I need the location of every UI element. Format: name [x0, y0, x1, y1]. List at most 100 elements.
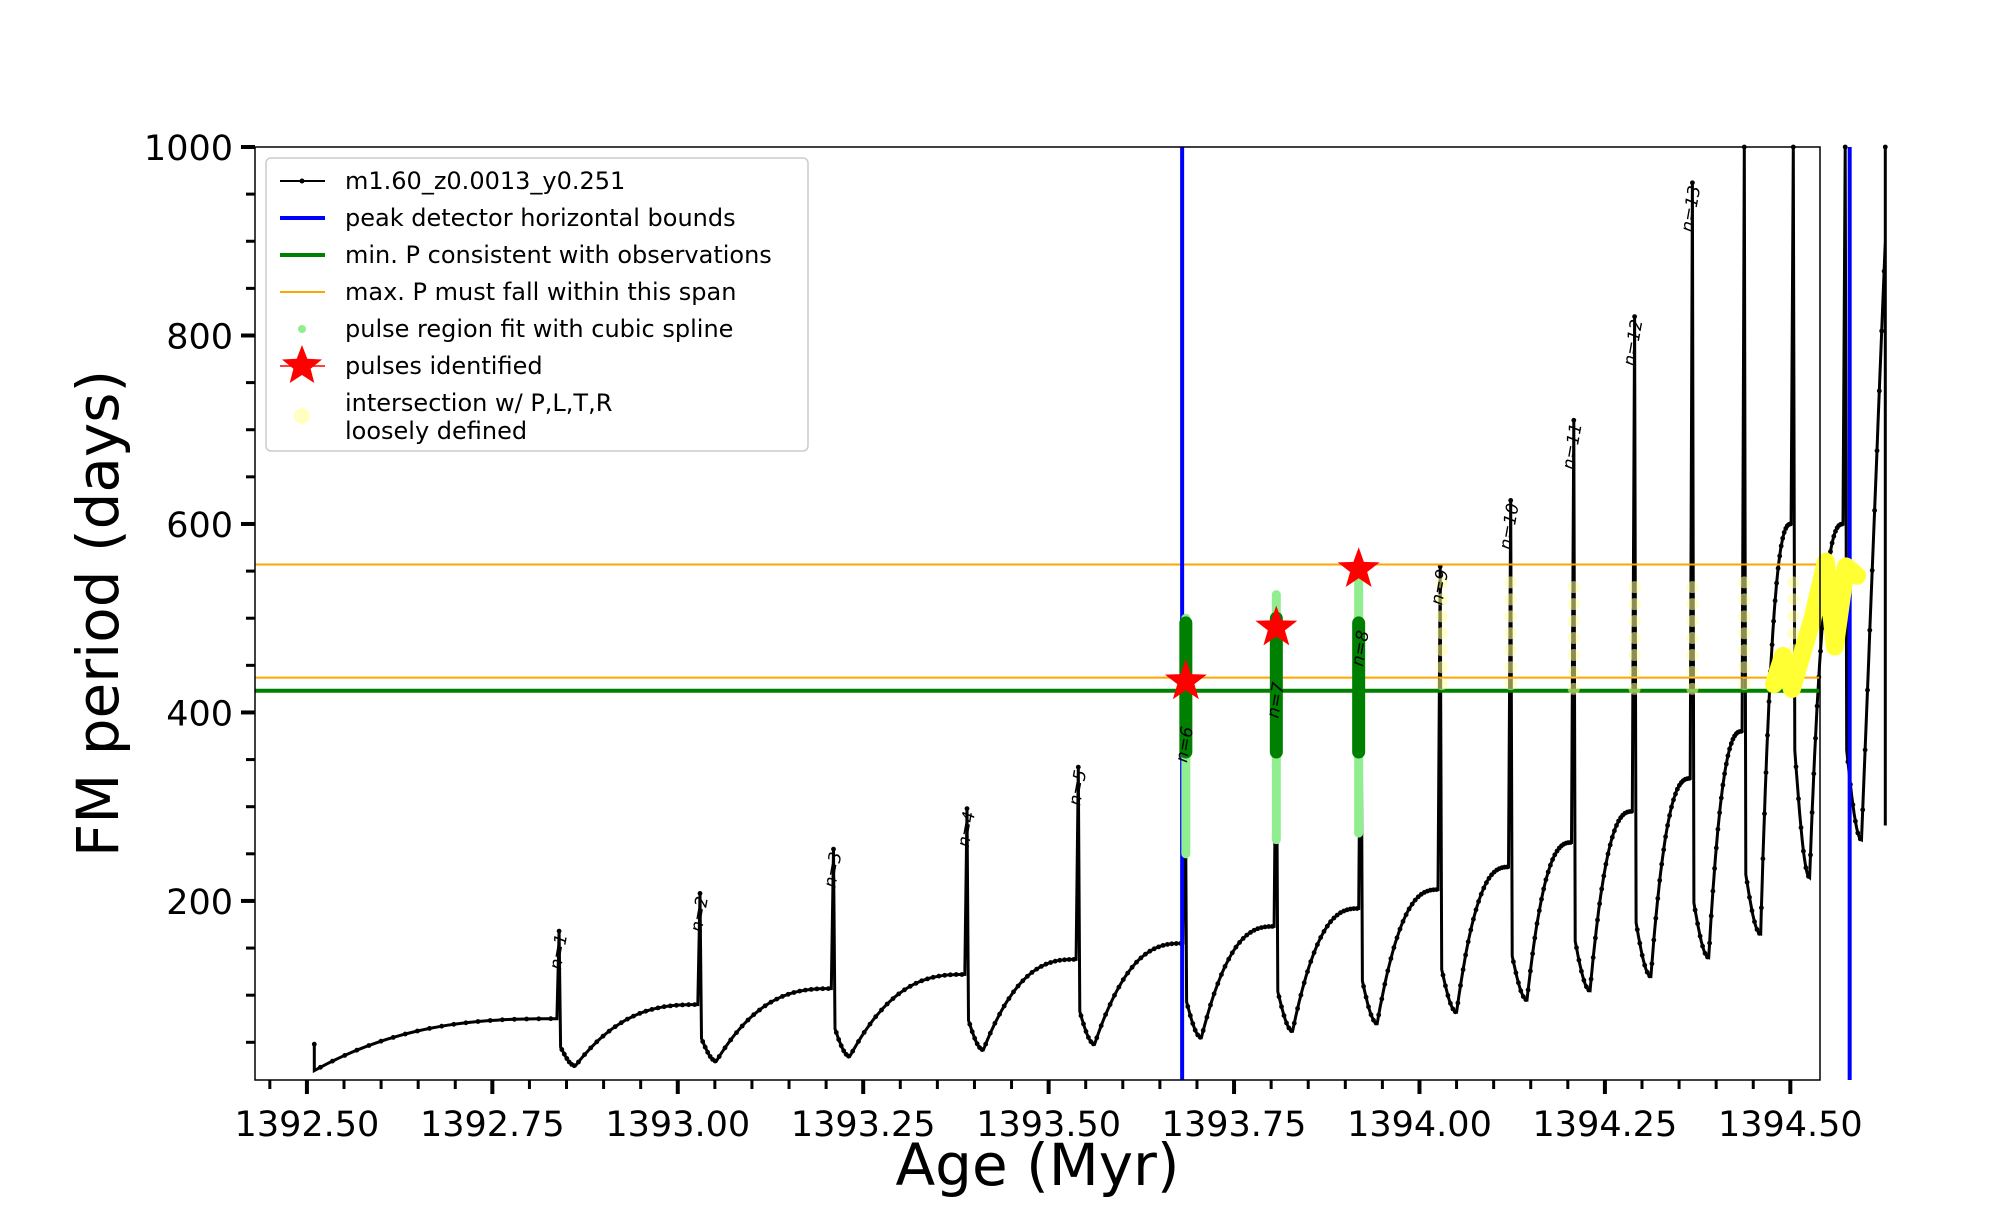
- intersection-marker: [1435, 610, 1448, 623]
- model-track-point: [768, 999, 774, 1005]
- model-track-point: [1780, 535, 1786, 541]
- model-track-point: [1476, 899, 1481, 904]
- model-track-point: [1708, 913, 1714, 919]
- model-track-point: [1284, 1020, 1289, 1026]
- model-track-point: [1400, 919, 1406, 924]
- model-track-point: [1702, 950, 1708, 956]
- model-track-point: [1831, 533, 1837, 539]
- model-track-point: [1695, 921, 1700, 927]
- model-track-point: [1722, 771, 1727, 777]
- model-track-point: [969, 1029, 975, 1035]
- model-track-point: [1315, 942, 1320, 947]
- model-track-point: [1034, 966, 1040, 972]
- model-track-point: [1725, 753, 1731, 759]
- model-track-point: [1388, 956, 1394, 961]
- model-track-point: [1881, 268, 1887, 274]
- model-track-point: [1653, 915, 1659, 921]
- model-track-point: [1328, 919, 1333, 925]
- model-track-point: [1138, 955, 1144, 961]
- model-track-point: [548, 1016, 554, 1022]
- model-track-point: [1233, 944, 1239, 950]
- model-track-point: [1763, 770, 1769, 775]
- model-track-point: [1728, 741, 1734, 746]
- model-track-point: [1523, 997, 1529, 1002]
- x-tick-label: 1392.50: [235, 1105, 380, 1145]
- model-track-point: [439, 1023, 445, 1029]
- model-track-point: [680, 1002, 685, 1008]
- model-track-point: [942, 972, 948, 978]
- model-track-point: [1853, 818, 1858, 824]
- model-track-point: [1528, 968, 1533, 974]
- model-track-point: [564, 1056, 570, 1061]
- model-track-point: [913, 980, 919, 986]
- model-track-point: [311, 1041, 317, 1047]
- model-track-point: [1657, 878, 1663, 883]
- intersection-marker: [1787, 593, 1800, 606]
- model-track-point: [879, 1007, 884, 1013]
- model-track-point: [1639, 952, 1645, 958]
- model-track-point: [1187, 1013, 1193, 1018]
- legend-handle-dot: [298, 325, 306, 333]
- model-track-point: [1075, 764, 1081, 770]
- model-track-point: [1862, 747, 1868, 753]
- model-track-point: [1057, 957, 1063, 963]
- model-track-point: [1597, 901, 1602, 907]
- model-track-point: [1001, 1003, 1007, 1009]
- model-track-point: [582, 1052, 587, 1057]
- model-track-point: [1545, 869, 1551, 875]
- model-track-point: [1200, 1028, 1206, 1033]
- intersection-marker: [1738, 627, 1751, 640]
- model-track-point: [1649, 961, 1655, 967]
- model-track-point: [838, 1043, 844, 1049]
- model-track-point: [1839, 521, 1845, 527]
- model-track-point: [1632, 314, 1637, 319]
- model-track-point: [1855, 830, 1861, 836]
- model-track-point: [1787, 521, 1793, 527]
- model-track-point: [1809, 810, 1815, 815]
- pulse-identified-star: [1337, 547, 1380, 587]
- legend-label: min. P consistent with observations: [345, 241, 772, 269]
- model-track-point: [1715, 826, 1721, 832]
- model-track-point: [1543, 877, 1549, 883]
- model-track-point: [902, 987, 907, 993]
- model-track-point: [861, 1030, 867, 1035]
- model-track-point: [1532, 935, 1538, 941]
- y-tick-label: 200: [166, 883, 233, 923]
- model-track-point: [1276, 994, 1282, 1000]
- model-track-point: [1747, 894, 1752, 900]
- model-track-point: [1874, 448, 1880, 454]
- model-track-point: [757, 1007, 762, 1013]
- model-track-point: [1185, 1004, 1191, 1009]
- model-track-point: [1301, 980, 1307, 986]
- model-track-point: [637, 1011, 643, 1016]
- model-track-point: [697, 891, 703, 896]
- intersection-marker: [1567, 632, 1580, 645]
- intersection-marker: [1628, 682, 1641, 695]
- legend-handle-star: [282, 345, 322, 383]
- model-track-point: [1603, 861, 1609, 867]
- model-track-point: [979, 1047, 985, 1052]
- model-track-point: [1197, 1034, 1203, 1040]
- model-track-point: [1165, 942, 1170, 947]
- model-track-point: [1219, 972, 1224, 977]
- model-track-point: [1478, 891, 1484, 897]
- model-track-point: [705, 1049, 711, 1055]
- intersection-marker: [1435, 644, 1448, 657]
- model-track-point: [873, 1014, 879, 1020]
- model-track-point: [1762, 811, 1767, 817]
- model-track-point: [972, 1035, 978, 1041]
- model-track-point: [1513, 970, 1519, 976]
- intersection-marker: [1567, 581, 1580, 594]
- model-track-point: [1169, 941, 1175, 947]
- model-track-point: [667, 1003, 673, 1009]
- model-track-point: [814, 986, 820, 992]
- legend-label: max. P must fall within this span: [345, 278, 736, 306]
- model-track-point: [692, 1002, 698, 1007]
- model-track-point: [1385, 968, 1391, 974]
- model-track-point: [576, 1059, 581, 1065]
- model-track-point: [1192, 1027, 1198, 1033]
- model-track-point: [1391, 945, 1397, 950]
- model-track-point: [1647, 973, 1653, 979]
- model-track-point: [1409, 901, 1415, 907]
- intersection-marker: [1435, 576, 1448, 589]
